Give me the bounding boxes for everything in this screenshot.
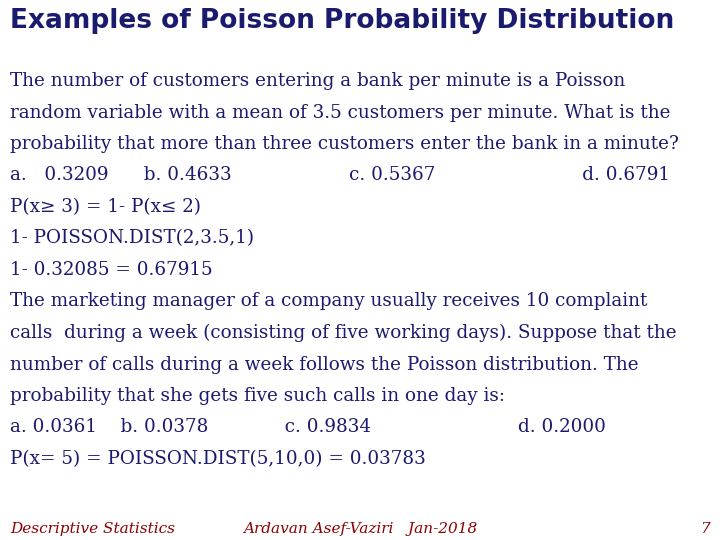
Text: 1- 0.32085 = 0.67915: 1- 0.32085 = 0.67915 xyxy=(10,261,212,279)
Text: a. 0.0361    b. 0.0378             c. 0.9834                         d. 0.2000: a. 0.0361 b. 0.0378 c. 0.9834 d. 0.2000 xyxy=(10,418,606,436)
Text: Descriptive Statistics: Descriptive Statistics xyxy=(10,522,175,536)
Text: The number of customers entering a bank per minute is a Poisson: The number of customers entering a bank … xyxy=(10,72,625,90)
Text: probability that she gets five such calls in one day is:: probability that she gets five such call… xyxy=(10,387,505,405)
Text: Ardavan Asef-Vaziri   Jan-2018: Ardavan Asef-Vaziri Jan-2018 xyxy=(243,522,477,536)
Text: P(x= 5) = POISSON.DIST(5,10,0) = 0.03783: P(x= 5) = POISSON.DIST(5,10,0) = 0.03783 xyxy=(10,450,426,468)
Text: 7: 7 xyxy=(701,522,710,536)
Text: Examples of Poisson Probability Distribution: Examples of Poisson Probability Distribu… xyxy=(10,8,674,34)
Text: The marketing manager of a company usually receives 10 complaint: The marketing manager of a company usual… xyxy=(10,293,647,310)
Text: 1- POISSON.DIST(2,3.5,1): 1- POISSON.DIST(2,3.5,1) xyxy=(10,230,254,247)
Text: number of calls during a week follows the Poisson distribution. The: number of calls during a week follows th… xyxy=(10,355,639,374)
Text: P(x≥ 3) = 1- P(x≤ 2): P(x≥ 3) = 1- P(x≤ 2) xyxy=(10,198,201,216)
Text: random variable with a mean of 3.5 customers per minute. What is the: random variable with a mean of 3.5 custo… xyxy=(10,104,670,122)
Text: probability that more than three customers enter the bank in a minute?: probability that more than three custome… xyxy=(10,135,679,153)
Text: calls  during a week (consisting of five working days). Suppose that the: calls during a week (consisting of five … xyxy=(10,324,677,342)
Text: a.   0.3209      b. 0.4633                    c. 0.5367                         : a. 0.3209 b. 0.4633 c. 0.5367 xyxy=(10,166,670,185)
